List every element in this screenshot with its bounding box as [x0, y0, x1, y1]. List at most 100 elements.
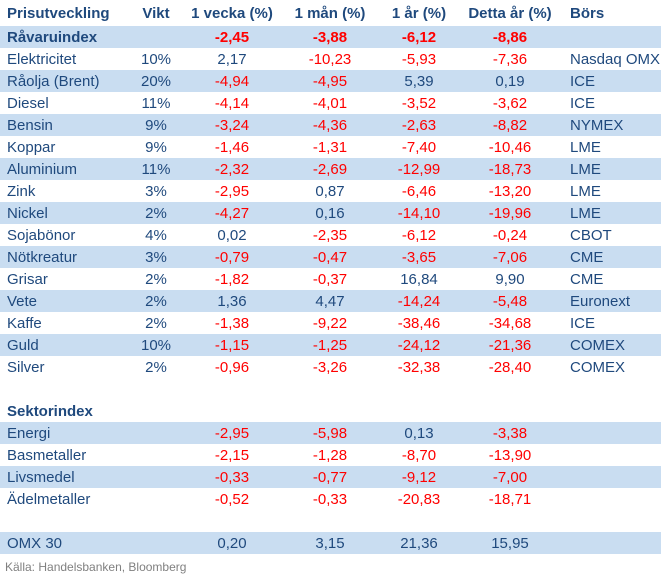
- table-row: Basmetaller -2,15 -1,28 -8,70 -13,90: [0, 444, 661, 466]
- month-cell: -3,26: [312, 358, 348, 376]
- label-cell: Diesel: [7, 94, 49, 112]
- week-cell: [182, 510, 282, 532]
- spacer-row: [0, 378, 661, 400]
- year-cell: 5,39: [404, 72, 434, 90]
- label-cell: OMX 30: [7, 534, 63, 552]
- week-cell: -4,94: [214, 72, 250, 90]
- vikt-cell: 2%: [145, 204, 167, 222]
- bors-cell: ICE: [570, 72, 596, 90]
- vikt-cell: 2%: [145, 314, 167, 332]
- table-row: Diesel 11% -4,14 -4,01 -3,52 -3,62 ICE: [0, 92, 661, 114]
- week-cell: -4,14: [214, 94, 250, 112]
- month-cell: -1,28: [312, 446, 348, 464]
- ytd-cell: 9,90: [495, 270, 525, 288]
- month-cell: -9,22: [312, 314, 348, 332]
- bors-cell: NYMEX: [570, 116, 624, 134]
- year-cell: -3,52: [401, 94, 437, 112]
- source-note: Källa: Handelsbanken, Bloomberg: [5, 560, 187, 574]
- vikt-cell: 10%: [140, 50, 172, 68]
- bors-cell: CBOT: [570, 226, 612, 244]
- label-cell: Sojabönor: [7, 226, 76, 244]
- month-cell: 0,87: [315, 182, 345, 200]
- column-header-detta-ar: Detta år (%): [468, 4, 552, 22]
- year-cell: -2,63: [401, 116, 437, 134]
- month-cell: -0,77: [312, 468, 348, 486]
- ytd-cell: -21,36: [488, 336, 532, 354]
- label-cell: Råolja (Brent): [7, 72, 100, 90]
- column-header-1-man: 1 mån (%): [294, 4, 366, 22]
- vikt-cell: 3%: [145, 182, 167, 200]
- week-cell: -2,32: [214, 160, 250, 178]
- table-row: Livsmedel -0,33 -0,77 -9,12 -7,00: [0, 466, 661, 488]
- vikt-cell: 2%: [145, 358, 167, 376]
- month-cell: 0,16: [315, 204, 345, 222]
- label-cell: Nickel: [7, 204, 48, 222]
- year-cell: [378, 510, 460, 532]
- bors-cell: COMEX: [570, 358, 626, 376]
- bors-cell: LME: [570, 160, 601, 178]
- bors-cell: ICE: [570, 314, 596, 332]
- month-cell: 3,15: [315, 534, 345, 552]
- year-cell: -38,46: [397, 314, 441, 332]
- column-header-1-ar: 1 år (%): [391, 4, 447, 22]
- week-cell: -1,38: [214, 314, 250, 332]
- year-cell: -12,99: [397, 160, 441, 178]
- bors-cell: [560, 466, 661, 488]
- label-cell: Aluminium: [7, 160, 78, 178]
- table-row: Guld 10% -1,15 -1,25 -24,12 -21,36 COMEX: [0, 334, 661, 356]
- ytd-cell: -8,82: [492, 116, 528, 134]
- vikt-cell: [130, 532, 182, 554]
- column-header-bors: Börs: [570, 4, 605, 22]
- month-cell: -2,35: [312, 226, 348, 244]
- year-cell: [378, 400, 460, 422]
- bors-cell: [560, 532, 661, 554]
- year-cell: -32,38: [397, 358, 441, 376]
- bors-cell: [560, 26, 661, 48]
- ytd-cell: -3,62: [492, 94, 528, 112]
- bors-cell: [560, 510, 661, 532]
- ytd-cell: -10,46: [488, 138, 532, 156]
- week-cell: -0,79: [214, 248, 250, 266]
- ytd-cell: -5,48: [492, 292, 528, 310]
- spacer-row: [0, 510, 661, 532]
- week-cell: 0,20: [217, 534, 247, 552]
- week-cell: [182, 378, 282, 400]
- table-row: Nickel 2% -4,27 0,16 -14,10 -19,96 LME: [0, 202, 661, 224]
- header-row: Prisutveckling Vikt 1 vecka (%) 1 mån (%…: [0, 0, 661, 26]
- week-cell: -1,46: [214, 138, 250, 156]
- year-cell: -20,83: [397, 490, 441, 508]
- bors-cell: CME: [570, 270, 604, 288]
- year-cell: -14,24: [397, 292, 441, 310]
- ytd-cell: [460, 378, 560, 400]
- year-cell: -6,12: [401, 226, 437, 244]
- table-row: Råolja (Brent) 20% -4,94 -4,95 5,39 0,19 ICE: [0, 70, 661, 92]
- ytd-cell: -34,68: [488, 314, 532, 332]
- month-cell: -1,31: [312, 138, 348, 156]
- month-cell: [282, 400, 378, 422]
- month-cell: -0,37: [312, 270, 348, 288]
- week-cell: -1,15: [214, 336, 250, 354]
- ytd-cell: -0,24: [492, 226, 528, 244]
- vikt-cell: 2%: [145, 292, 167, 310]
- ytd-cell: -18,71: [488, 490, 532, 508]
- vikt-cell: [130, 466, 182, 488]
- table-row: Bensin 9% -3,24 -4,36 -2,63 -8,82 NYMEX: [0, 114, 661, 136]
- column-header-prisutveckling: Prisutveckling: [7, 4, 110, 22]
- table-row: Sojabönor 4% 0,02 -2,35 -6,12 -0,24 CBOT: [0, 224, 661, 246]
- vikt-cell: 2%: [145, 270, 167, 288]
- label-cell: Grisar: [7, 270, 48, 288]
- vikt-cell: 11%: [141, 94, 171, 112]
- year-cell: 0,13: [404, 424, 434, 442]
- label-cell: Koppar: [7, 138, 56, 156]
- label-cell: Vete: [7, 292, 38, 310]
- bors-cell: ICE: [570, 94, 596, 112]
- week-cell: -1,82: [214, 270, 250, 288]
- bors-cell: [560, 444, 661, 466]
- ytd-cell: -13,90: [488, 446, 532, 464]
- table-row: Koppar 9% -1,46 -1,31 -7,40 -10,46 LME: [0, 136, 661, 158]
- month-cell: -2,69: [312, 160, 348, 178]
- table-row: Råvaruindex -2,45 -3,88 -6,12 -8,86: [0, 26, 661, 48]
- month-cell: -10,23: [308, 50, 352, 68]
- month-cell: -4,95: [312, 72, 348, 90]
- vikt-cell: [130, 510, 182, 532]
